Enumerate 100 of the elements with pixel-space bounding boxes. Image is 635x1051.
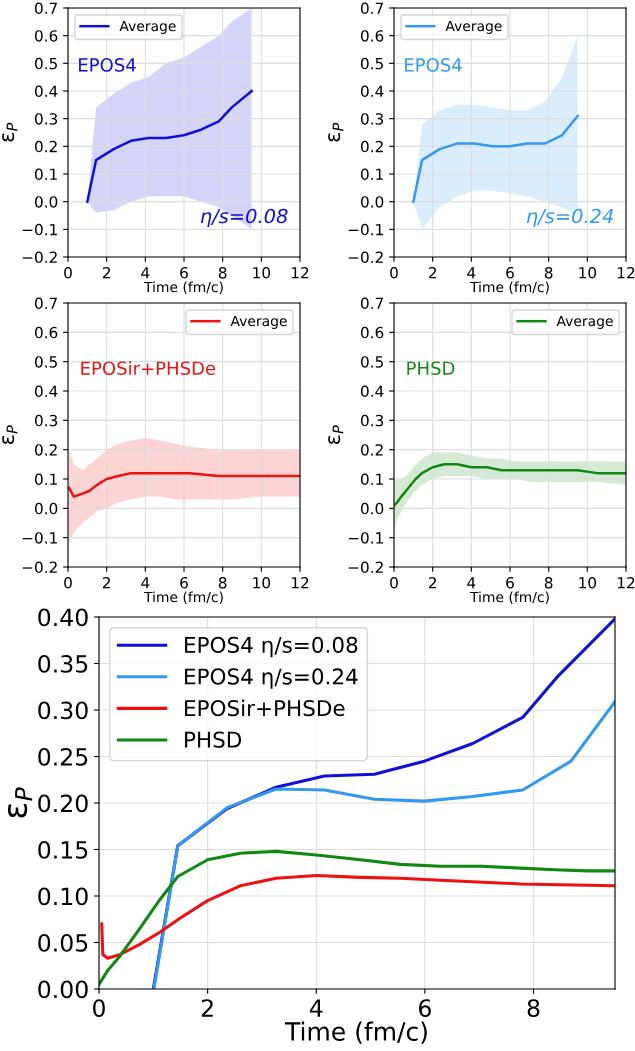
y-axis-title: ε$_{P}$ bbox=[328, 425, 344, 445]
x-tick-label: 4 bbox=[141, 267, 150, 279]
y-tick-label: 0.6 bbox=[34, 30, 58, 42]
y-tick-label: 0.3 bbox=[34, 414, 58, 427]
x-tick-label: 4 bbox=[467, 267, 476, 279]
y-tick-label: 0.7 bbox=[34, 297, 57, 310]
legend-label: EPOS4 η/s=0.08 bbox=[185, 636, 358, 658]
x-tick-label: 4 bbox=[141, 577, 150, 589]
y-tick-label: 0.0 bbox=[34, 502, 58, 515]
x-tick-label: 8 bbox=[544, 266, 553, 279]
annotation: PHSD bbox=[407, 361, 455, 376]
legend-label: Average bbox=[230, 315, 287, 329]
annotation: EPOS4 bbox=[79, 58, 136, 72]
annotation: EPOSir+PHSDe bbox=[81, 361, 216, 376]
legend-label: Average bbox=[445, 20, 502, 34]
y-axis-title: ε$_{P}$ bbox=[2, 425, 18, 445]
y-tick-label: 0.6 bbox=[360, 30, 384, 42]
y-tick-label: 0.10 bbox=[38, 887, 88, 906]
y-tick-label: 0.5 bbox=[34, 57, 57, 70]
y-tick-label: −0.1 bbox=[348, 532, 383, 544]
y-tick-label: 0.4 bbox=[360, 385, 384, 398]
y-tick-label: 0.1 bbox=[34, 168, 57, 181]
y-tick-label: 0.05 bbox=[38, 933, 88, 952]
x-tick-label: 6 bbox=[419, 999, 431, 1017]
annotation: EPOS4 bbox=[405, 58, 462, 72]
line-series bbox=[100, 874, 615, 960]
y-tick-label: 0.25 bbox=[38, 747, 88, 766]
x-tick-label: 8 bbox=[218, 266, 227, 279]
y-tick-label: 0.2 bbox=[34, 444, 57, 456]
y-tick-label: −0.2 bbox=[22, 251, 57, 264]
legend-label: Average bbox=[556, 315, 613, 329]
y-tick-label: 0.6 bbox=[34, 326, 58, 339]
x-tick-label: 8 bbox=[544, 576, 553, 589]
y-tick-label: 0.30 bbox=[38, 701, 88, 720]
x-tick-label: 4 bbox=[309, 999, 323, 1017]
x-tick-label: 10 bbox=[253, 576, 271, 589]
y-tick-label: 0.1 bbox=[360, 168, 383, 181]
x-tick-label: 6 bbox=[180, 576, 188, 589]
x-tick-label: 6 bbox=[506, 266, 514, 279]
y-tick-label: 0.5 bbox=[34, 356, 57, 368]
x-tick-label: 0 bbox=[64, 266, 72, 279]
y-tick-label: 0.2 bbox=[34, 140, 57, 153]
line-series bbox=[68, 471, 300, 498]
legend-label: PHSD bbox=[185, 731, 242, 748]
annotation: η/s=0.08 bbox=[200, 208, 288, 228]
x-tick-label: 10 bbox=[253, 266, 271, 279]
x-tick-label: 2 bbox=[428, 576, 436, 589]
y-tick-label: −0.2 bbox=[22, 561, 57, 574]
y-tick-label: 0.6 bbox=[360, 326, 384, 339]
y-tick-label: −0.1 bbox=[22, 223, 57, 236]
line-series bbox=[394, 463, 626, 507]
line-series bbox=[412, 114, 579, 203]
y-axis-title: ε$_{P}$ bbox=[8, 787, 33, 818]
x-tick-label: 8 bbox=[527, 999, 540, 1017]
y-tick-label: 0.2 bbox=[360, 444, 383, 456]
y-tick-label: 0.15 bbox=[38, 840, 88, 859]
x-tick-label: 0 bbox=[64, 576, 72, 589]
y-tick-label: 0.0 bbox=[34, 196, 58, 208]
y-tick-label: 0.1 bbox=[34, 473, 57, 486]
x-axis-title: Time (fm/c) bbox=[469, 281, 549, 294]
x-tick-label: 12 bbox=[291, 576, 309, 589]
legend-label: EPOS4 η/s=0.24 bbox=[185, 668, 358, 689]
legend-label: Average bbox=[119, 20, 176, 34]
x-tick-label: 0 bbox=[390, 266, 398, 279]
y-tick-label: −0.2 bbox=[348, 561, 383, 574]
x-axis-title: Time (fm/c) bbox=[143, 281, 223, 294]
y-tick-label: 0.1 bbox=[360, 473, 383, 486]
y-tick-label: 0.3 bbox=[360, 113, 384, 125]
y-tick-label: −0.1 bbox=[22, 532, 57, 544]
x-tick-label: 6 bbox=[506, 576, 514, 589]
x-tick-label: 12 bbox=[617, 266, 635, 279]
y-tick-label: 0.7 bbox=[360, 297, 383, 310]
y-tick-label: 0.7 bbox=[34, 2, 57, 15]
y-tick-label: 0.3 bbox=[360, 414, 384, 427]
y-tick-label: 0.4 bbox=[34, 385, 58, 398]
x-axis-title: Time (fm/c) bbox=[284, 1021, 427, 1044]
x-axis-title: Time (fm/c) bbox=[143, 591, 223, 604]
x-tick-label: 2 bbox=[102, 266, 110, 279]
x-tick-label: 12 bbox=[291, 266, 309, 279]
x-tick-label: 0 bbox=[390, 576, 398, 589]
y-tick-label: 0.35 bbox=[38, 654, 88, 673]
y-tick-label: 0.3 bbox=[34, 113, 58, 125]
y-tick-label: 0.4 bbox=[360, 85, 384, 98]
y-tick-label: −0.1 bbox=[348, 223, 383, 236]
x-tick-label: 6 bbox=[180, 266, 188, 279]
x-tick-label: 10 bbox=[579, 266, 597, 279]
x-tick-label: 12 bbox=[617, 576, 635, 589]
y-tick-label: 0.20 bbox=[38, 794, 88, 813]
y-tick-label: 0.5 bbox=[360, 57, 383, 70]
y-tick-label: 0.4 bbox=[34, 85, 58, 98]
x-axis-title: Time (fm/c) bbox=[469, 591, 549, 604]
y-axis-title: ε$_{P}$ bbox=[2, 122, 18, 142]
line-series bbox=[152, 700, 615, 989]
y-tick-label: 0.7 bbox=[360, 2, 383, 15]
x-tick-label: 2 bbox=[201, 999, 213, 1017]
y-tick-label: 0.00 bbox=[38, 980, 88, 999]
y-tick-label: 0.0 bbox=[360, 196, 384, 208]
y-tick-label: 0.5 bbox=[360, 356, 383, 368]
x-tick-label: 4 bbox=[467, 577, 476, 589]
line-series bbox=[86, 89, 253, 203]
